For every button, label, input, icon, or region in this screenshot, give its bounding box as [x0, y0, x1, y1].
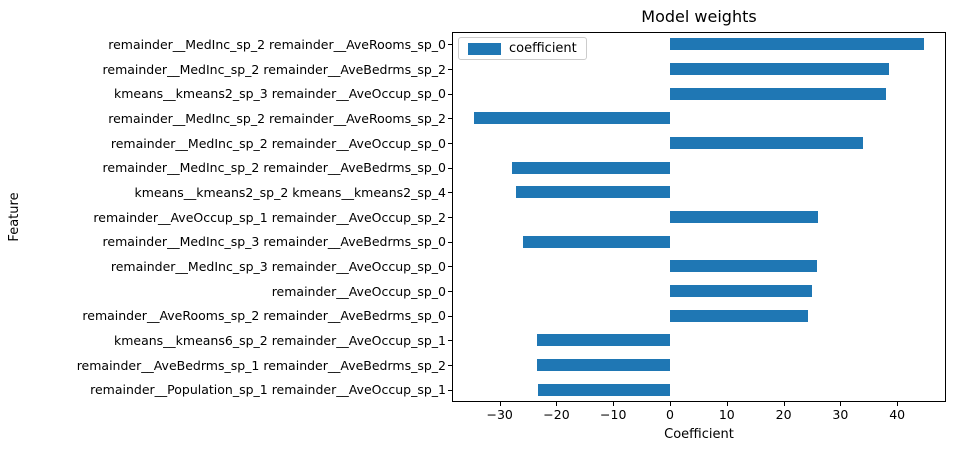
y-tick-mark [448, 93, 452, 95]
y-tick-mark [448, 365, 452, 366]
x-tick-label: 10 [718, 407, 735, 422]
bar [670, 309, 808, 322]
y-tick-label: remainder__MedInc_sp_2 remainder__AveRoo… [108, 36, 446, 52]
bar [670, 63, 890, 75]
legend: coefficient [458, 37, 587, 60]
x-tick-mark [897, 402, 899, 406]
y-tick-label: kmeans__kmeans2_sp_3 remainder__AveOccup… [113, 86, 446, 102]
x-tick-mark [670, 402, 672, 406]
bar [522, 235, 671, 248]
bar [670, 260, 817, 273]
x-tick-label: −20 [543, 407, 570, 422]
x-tick-label: 0 [666, 407, 675, 422]
y-tick-mark [448, 315, 452, 317]
bar [670, 87, 886, 100]
x-tick-mark [499, 402, 501, 406]
y-tick-label: remainder__Population_sp_1 remainder__Av… [90, 382, 446, 398]
x-tick-label: −30 [486, 407, 513, 422]
y-tick-mark [448, 241, 452, 243]
x-tick-label: 20 [775, 407, 792, 422]
x-tick-mark [613, 402, 615, 406]
legend-color-patch-icon [468, 42, 501, 55]
bar [536, 359, 671, 371]
x-tick-mark [840, 402, 842, 406]
y-tick-label: remainder__AveOccup_sp_1 remainder__AveO… [93, 209, 446, 225]
x-tick-mark [726, 402, 728, 406]
x-tick-label: 40 [889, 407, 906, 422]
y-tick-mark [448, 44, 452, 46]
bar [670, 211, 819, 223]
y-tick-label: remainder__AveBedrms_sp_1 remainder__Ave… [76, 357, 446, 373]
y-tick-label: kmeans__kmeans2_sp_2 kmeans__kmeans2_sp_… [134, 184, 446, 200]
y-tick-label: kmeans__kmeans6_sp_2 remainder__AveOccup… [113, 332, 446, 348]
x-tick-label: 30 [832, 407, 849, 422]
chart-title: Model weights [641, 7, 757, 26]
y-tick-label: remainder__AveRooms_sp_2 remainder__AveB… [82, 308, 446, 324]
y-tick-mark [448, 118, 452, 120]
y-tick-label: remainder__AveOccup_sp_0 [271, 283, 446, 299]
x-tick-mark [783, 402, 785, 406]
y-tick-label: remainder__MedInc_sp_3 remainder__AveOcc… [110, 258, 446, 274]
x-tick-label: −10 [600, 407, 627, 422]
y-tick-mark [448, 69, 452, 70]
y-tick-mark [448, 143, 452, 144]
bar [516, 186, 671, 199]
y-tick-mark [448, 389, 452, 391]
bar [512, 161, 671, 174]
bar [473, 112, 671, 125]
legend-label: coefficient [509, 41, 577, 56]
bar [670, 285, 812, 297]
y-tick-mark [448, 291, 452, 292]
x-tick-mark [556, 402, 558, 406]
bar [670, 38, 925, 51]
y-tick-mark [448, 217, 452, 218]
x-axis-label: Coefficient [664, 427, 734, 442]
y-tick-label: remainder__MedInc_sp_3 remainder__AveBed… [102, 234, 446, 250]
y-tick-mark [448, 192, 452, 194]
y-axis-label: Feature [7, 192, 22, 242]
y-tick-label: remainder__MedInc_sp_2 remainder__AveRoo… [108, 110, 446, 126]
bar [537, 334, 671, 347]
y-tick-mark [448, 167, 452, 169]
y-tick-mark [448, 266, 452, 268]
bar [538, 383, 671, 396]
y-tick-label: remainder__MedInc_sp_2 remainder__AveBed… [102, 160, 446, 176]
bar [670, 137, 863, 149]
y-tick-mark [448, 340, 452, 342]
y-tick-label: remainder__MedInc_sp_2 remainder__AveBed… [102, 61, 446, 77]
y-tick-label: remainder__MedInc_sp_2 remainder__AveOcc… [110, 135, 446, 151]
